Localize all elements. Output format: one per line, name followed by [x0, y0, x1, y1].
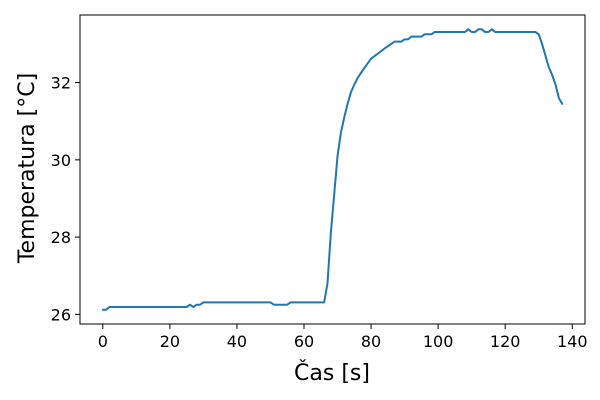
x-tick-label: 120	[490, 332, 521, 351]
x-tick-label: 80	[361, 332, 381, 351]
x-tick-label: 60	[294, 332, 314, 351]
x-tick-label: 40	[227, 332, 247, 351]
y-tick-label: 28	[51, 228, 71, 247]
temperature-line	[101, 28, 564, 311]
y-tick-label: 30	[51, 151, 71, 170]
x-axis-title: Čas [s]	[294, 360, 370, 386]
x-tick-label: 100	[423, 332, 454, 351]
x-tick-label: 0	[98, 332, 108, 351]
y-axis-title: Temperatura [°C]	[15, 73, 40, 264]
y-tick-label: 32	[51, 74, 71, 93]
y-tick-label: 26	[51, 305, 71, 324]
plot-frame	[79, 14, 586, 325]
x-tick-label: 20	[160, 332, 180, 351]
x-tick-label: 140	[557, 332, 588, 351]
